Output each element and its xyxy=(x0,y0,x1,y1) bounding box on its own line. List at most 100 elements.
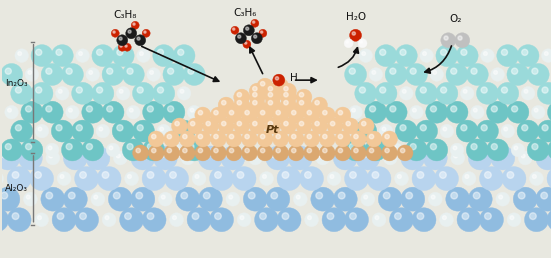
Circle shape xyxy=(461,49,467,55)
Circle shape xyxy=(451,192,457,199)
Circle shape xyxy=(359,49,372,62)
Circle shape xyxy=(203,118,219,134)
Circle shape xyxy=(542,49,551,62)
Circle shape xyxy=(395,172,408,186)
Circle shape xyxy=(91,192,105,206)
Circle shape xyxy=(390,68,396,74)
Circle shape xyxy=(268,100,273,105)
Circle shape xyxy=(113,31,115,33)
Circle shape xyxy=(311,97,327,113)
Circle shape xyxy=(147,172,154,178)
Circle shape xyxy=(142,167,166,191)
Circle shape xyxy=(487,101,509,123)
Circle shape xyxy=(237,172,244,178)
Circle shape xyxy=(293,151,300,158)
Circle shape xyxy=(366,145,382,161)
Circle shape xyxy=(252,121,257,126)
Circle shape xyxy=(123,43,131,51)
Circle shape xyxy=(296,195,300,199)
Circle shape xyxy=(457,208,481,232)
Circle shape xyxy=(331,121,335,126)
Circle shape xyxy=(226,131,242,147)
Circle shape xyxy=(0,146,20,170)
Circle shape xyxy=(511,68,518,74)
Circle shape xyxy=(251,19,259,27)
Circle shape xyxy=(268,86,273,91)
Circle shape xyxy=(170,146,174,150)
Circle shape xyxy=(428,192,442,206)
Circle shape xyxy=(119,37,122,40)
Circle shape xyxy=(261,110,265,115)
Circle shape xyxy=(451,151,464,165)
Circle shape xyxy=(21,139,43,161)
Circle shape xyxy=(147,106,153,112)
Circle shape xyxy=(277,167,301,191)
Circle shape xyxy=(344,39,353,48)
Circle shape xyxy=(191,121,195,126)
Circle shape xyxy=(198,110,203,115)
Circle shape xyxy=(92,82,114,104)
Circle shape xyxy=(62,139,83,161)
Circle shape xyxy=(349,29,361,41)
Circle shape xyxy=(15,49,29,62)
Circle shape xyxy=(544,52,548,55)
Circle shape xyxy=(415,82,437,104)
Circle shape xyxy=(284,92,288,97)
Circle shape xyxy=(229,195,233,199)
Circle shape xyxy=(222,100,226,105)
Circle shape xyxy=(203,151,210,158)
Circle shape xyxy=(234,118,250,134)
Circle shape xyxy=(453,154,458,158)
Circle shape xyxy=(420,49,434,62)
Circle shape xyxy=(319,154,323,158)
Circle shape xyxy=(440,49,447,55)
Circle shape xyxy=(367,167,391,191)
Circle shape xyxy=(63,146,87,170)
Circle shape xyxy=(167,148,171,153)
Circle shape xyxy=(148,131,164,147)
Circle shape xyxy=(440,87,447,93)
Circle shape xyxy=(361,192,375,206)
Circle shape xyxy=(38,127,42,131)
Circle shape xyxy=(128,175,132,179)
Circle shape xyxy=(107,106,113,112)
Circle shape xyxy=(214,110,218,115)
Circle shape xyxy=(369,148,374,153)
Circle shape xyxy=(36,87,42,93)
Circle shape xyxy=(527,63,549,85)
Circle shape xyxy=(210,131,226,147)
Circle shape xyxy=(446,63,468,85)
Circle shape xyxy=(153,45,175,67)
Circle shape xyxy=(358,118,374,134)
Circle shape xyxy=(440,124,453,138)
Circle shape xyxy=(46,68,52,74)
Circle shape xyxy=(501,124,515,138)
Circle shape xyxy=(190,108,194,112)
Circle shape xyxy=(133,23,135,25)
Circle shape xyxy=(360,41,363,43)
Circle shape xyxy=(456,120,478,142)
Circle shape xyxy=(531,106,545,119)
Circle shape xyxy=(68,151,75,158)
Circle shape xyxy=(244,187,267,211)
Circle shape xyxy=(361,151,368,158)
Circle shape xyxy=(319,131,335,147)
Circle shape xyxy=(91,151,98,158)
Circle shape xyxy=(525,208,548,232)
Circle shape xyxy=(244,25,255,36)
Circle shape xyxy=(307,148,311,153)
Circle shape xyxy=(323,148,327,153)
Circle shape xyxy=(233,28,235,30)
Circle shape xyxy=(41,101,63,123)
Circle shape xyxy=(76,49,89,62)
Circle shape xyxy=(165,167,188,191)
Circle shape xyxy=(245,110,249,115)
Circle shape xyxy=(62,63,83,85)
Circle shape xyxy=(243,40,251,48)
Circle shape xyxy=(401,148,405,153)
Circle shape xyxy=(183,63,205,85)
Circle shape xyxy=(114,151,127,165)
Circle shape xyxy=(276,110,280,115)
Circle shape xyxy=(379,124,393,138)
Circle shape xyxy=(25,144,31,150)
